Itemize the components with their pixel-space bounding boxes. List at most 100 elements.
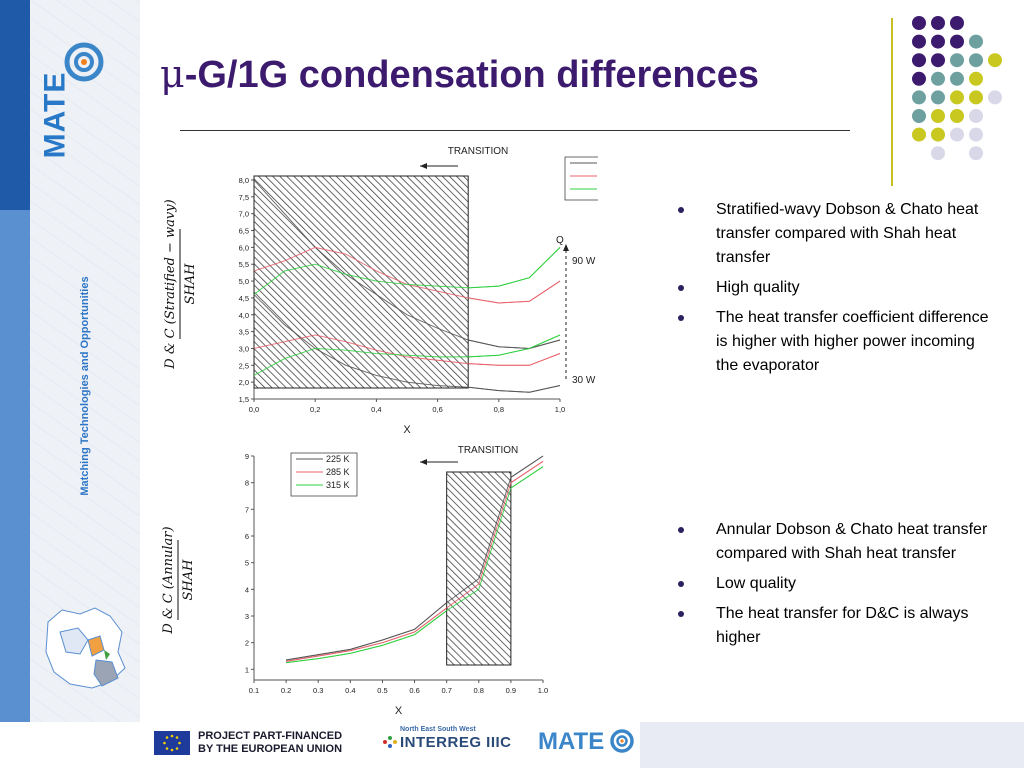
eu-text-line2: BY THE EUROPEAN UNION <box>198 743 343 755</box>
decor-dot <box>969 34 983 49</box>
y-tick-label: 4,5 <box>239 294 249 303</box>
transition-hatched-region <box>253 175 469 389</box>
decor-dot <box>931 146 945 161</box>
transition-label: TRANSITION <box>448 146 509 157</box>
title-mu: μ <box>160 52 185 96</box>
legend-label: 315 K <box>326 480 350 490</box>
decor-dot <box>912 16 926 30</box>
bullet-dot <box>678 315 684 321</box>
series-line-overlay <box>286 460 544 662</box>
mate-logo-icon <box>64 42 104 82</box>
decor-dot <box>969 109 983 123</box>
power-low-label: 30 W <box>572 375 596 386</box>
mate-logo-footer: MATE <box>538 728 635 756</box>
y-tick-label: 6,5 <box>239 227 249 236</box>
title-underline <box>180 130 850 131</box>
decor-dot <box>931 16 945 30</box>
x-tick-label: 0,0 <box>249 405 259 414</box>
y-tick-label: 2,0 <box>239 378 249 387</box>
bullet-item: The heat transfer coefficient difference… <box>678 306 998 378</box>
bullet-item: Annular Dobson & Chato heat transfer com… <box>678 518 998 566</box>
decor-dot <box>969 90 983 105</box>
y-tick-label: 2,5 <box>239 361 249 370</box>
transition-hatched-region <box>446 471 512 666</box>
series-line-overlay <box>253 179 561 349</box>
decor-dot <box>950 127 964 142</box>
bullet-dot <box>678 581 684 587</box>
legend-box <box>564 156 598 201</box>
x-tick-label: 0.4 <box>345 686 355 695</box>
slide-title: μ-G/1G condensation differences <box>160 52 759 97</box>
decor-dot <box>912 109 926 123</box>
y-tick-label: 5,5 <box>239 260 249 269</box>
mate-footer-text: MATE <box>538 728 605 755</box>
y-label-denominator: SHAH <box>181 559 196 601</box>
bullet-text: High quality <box>716 279 800 296</box>
x-tick-label: 0.1 <box>249 686 259 695</box>
y-tick-label: 8,0 <box>239 176 249 185</box>
x-tick-label: 0.8 <box>474 686 484 695</box>
decor-dot <box>912 90 926 105</box>
bullet-item: Low quality <box>678 572 998 596</box>
x-axis-label: X <box>395 705 403 715</box>
sidebar-tagline: Matching Technologies and Opportunities <box>79 276 91 496</box>
transition-arrow-head <box>420 459 427 465</box>
decor-dot <box>950 90 964 105</box>
decor-vertical-line <box>891 18 893 186</box>
sidebar-stripe <box>0 0 30 768</box>
decor-dot-grid <box>912 16 1002 161</box>
y-tick-label: 9 <box>245 452 249 461</box>
decor-dot <box>912 53 926 68</box>
series-line-overlay <box>253 247 561 295</box>
decor-dot <box>988 90 1002 105</box>
bullet-text: Stratified-wavy Dobson & Chato heat tran… <box>716 201 979 266</box>
series-line-overlay <box>253 334 561 376</box>
x-tick-label: 1,0 <box>555 405 565 414</box>
bullet-dot <box>678 527 684 533</box>
x-tick-label: 0,4 <box>371 405 381 414</box>
decor-dot <box>931 90 945 105</box>
y-axis-label: D & C (Annular) SHAH <box>161 526 196 634</box>
decor-dot <box>969 53 983 68</box>
y-tick-label: 7,0 <box>239 210 249 219</box>
decor-dot <box>931 71 945 86</box>
mate-footer-o-icon <box>609 729 634 753</box>
q-arrow-head <box>563 244 569 251</box>
y-tick-label: 4 <box>245 585 249 594</box>
y-label-numerator: D & C (Stratified − wavy) <box>163 199 178 369</box>
bullet-item: Stratified-wavy Dobson & Chato heat tran… <box>678 198 998 270</box>
decor-dot <box>950 109 964 123</box>
bullet-dot <box>678 611 684 617</box>
y-tick-label: 6,0 <box>239 243 249 252</box>
legend-label: 225 K <box>326 454 350 464</box>
y-tick-label: 5 <box>245 559 249 568</box>
y-label-denominator: SHAH <box>183 263 198 305</box>
decor-dot <box>931 109 945 123</box>
decor-dot <box>931 34 945 49</box>
transition-label: TRANSITION <box>458 445 519 456</box>
y-tick-label: 4,0 <box>239 311 249 320</box>
y-tick-label: 7,5 <box>239 193 249 202</box>
series-line-overlay <box>253 294 561 393</box>
eu-flag-icon <box>154 731 190 755</box>
bullet-item: The heat transfer for D&C is always high… <box>678 602 998 650</box>
decor-dot <box>969 127 983 142</box>
y-tick-label: 1 <box>245 665 249 674</box>
decor-dot <box>931 53 945 68</box>
decor-dot <box>950 34 964 49</box>
europe-map-icon <box>45 607 126 689</box>
bullets-bottom: Annular Dobson & Chato heat transfer com… <box>678 518 998 656</box>
q-label: Q <box>556 235 564 246</box>
decor-dot <box>969 146 983 161</box>
eu-text-line1: PROJECT PART-FINANCED <box>198 730 343 742</box>
decor-dot <box>950 71 964 86</box>
transition-arrow-head <box>420 163 427 169</box>
footer-left <box>0 722 640 768</box>
bullet-text: Low quality <box>716 575 797 592</box>
series-line-overlay <box>253 334 561 366</box>
decor-dot <box>912 34 926 49</box>
y-tick-label: 3,5 <box>239 328 249 337</box>
eu-financing-text: PROJECT PART-FINANCED BY THE EUROPEAN UN… <box>198 730 342 756</box>
chart-stratified-wavy: 1,5 2,0 2,5 3,0 3,5 4,0 4,5 5,0 5,5 6,0 6,5 7,0 7,5 8… <box>163 146 598 436</box>
bullets-top: Stratified-wavy Dobson & Chato heat tran… <box>678 198 998 384</box>
